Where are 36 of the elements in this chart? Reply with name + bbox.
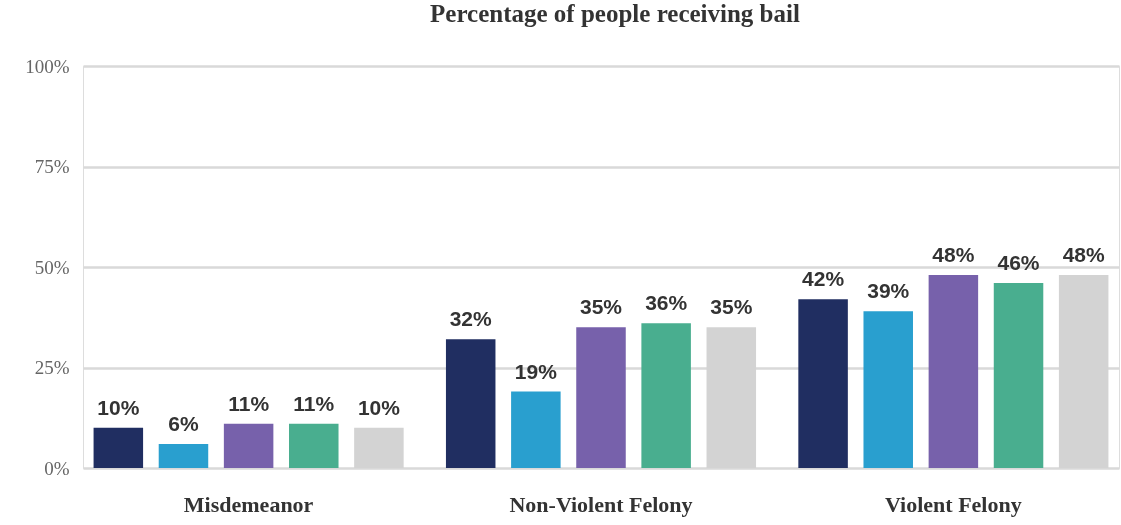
- y-tick-label: 0%: [44, 457, 70, 479]
- bar: [289, 423, 339, 468]
- y-tick-label: 25%: [34, 357, 70, 378]
- data-label: 10%: [357, 395, 401, 419]
- bar: [576, 327, 626, 468]
- data-label: 42%: [802, 267, 845, 291]
- bar: [863, 311, 913, 468]
- data-label: 6%: [168, 411, 199, 435]
- bar: [798, 299, 848, 468]
- bar: [641, 323, 691, 468]
- data-label: 11%: [293, 391, 335, 415]
- y-tick-label: 50%: [34, 256, 70, 278]
- data-label: 46%: [997, 251, 1040, 275]
- x-tick-label: Non-Violent Felony: [509, 491, 693, 517]
- bar: [445, 339, 496, 468]
- bar: [223, 423, 274, 468]
- y-tick-label: 100%: [25, 55, 70, 77]
- bar: [928, 275, 979, 468]
- data-label: 35%: [579, 295, 623, 319]
- data-label: 39%: [867, 279, 910, 303]
- data-label: 32%: [449, 307, 493, 331]
- bar: [993, 283, 1044, 468]
- bar: [511, 391, 561, 468]
- data-label: 48%: [932, 243, 975, 267]
- x-tick-label: Violent Felony: [885, 491, 1022, 517]
- bar: [93, 427, 144, 468]
- data-label: 35%: [710, 295, 753, 319]
- data-label: 48%: [1062, 243, 1106, 267]
- y-tick-label: 75%: [34, 156, 70, 177]
- data-label: 36%: [645, 291, 688, 315]
- data-label: 11%: [228, 391, 270, 415]
- data-label: 19%: [514, 359, 558, 383]
- x-tick-label: Misdemeanor: [183, 491, 314, 517]
- bar: [158, 443, 209, 468]
- data-label: 10%: [97, 395, 140, 419]
- chart-title: Percentage of people receiving bail: [430, 0, 800, 27]
